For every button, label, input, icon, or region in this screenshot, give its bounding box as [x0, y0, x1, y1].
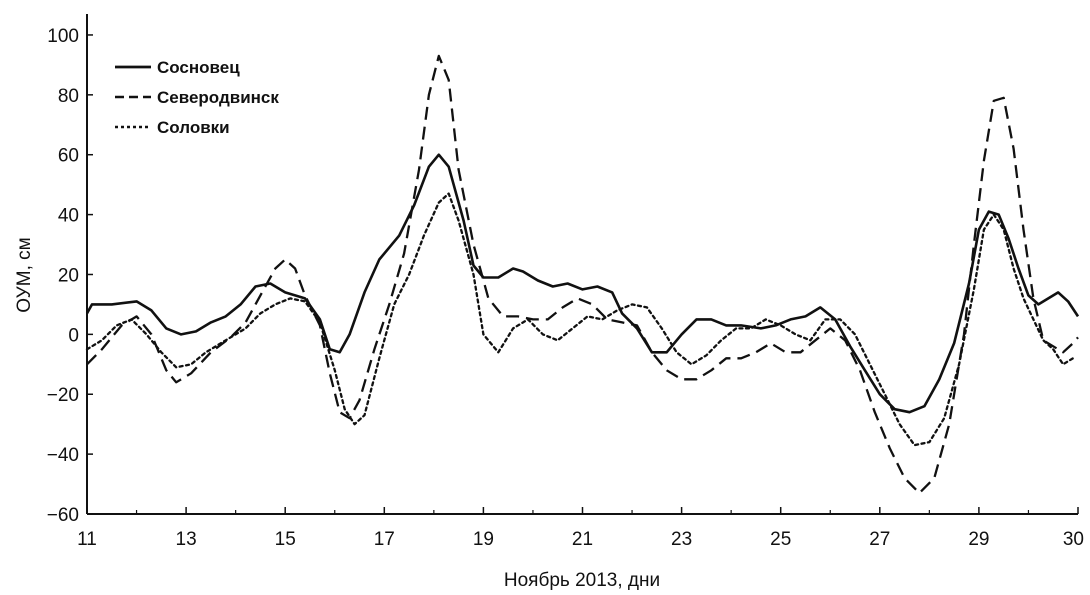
series-line-2 — [86, 54, 1079, 495]
legend-label-3: Соловки — [157, 118, 230, 137]
x-tick-label: 27 — [869, 529, 890, 550]
legend: Сосновец Северодвинск Соловки — [115, 58, 279, 137]
legend-label-2: Северодвинск — [157, 88, 279, 107]
series-line-1 — [85, 153, 1080, 414]
y-tick-label: −40 — [47, 445, 79, 466]
legend-label-1: Сосновец — [157, 58, 240, 77]
y-tick-label: 80 — [58, 86, 79, 107]
x-tick-label: 13 — [176, 529, 197, 550]
x-tick-label: 19 — [473, 529, 494, 550]
y-tick-label: 60 — [58, 146, 79, 167]
series-lines — [85, 54, 1080, 495]
x-tick-label: 11 — [77, 529, 97, 550]
y-tick-label: 100 — [47, 26, 79, 47]
y-tick-label: 20 — [58, 265, 79, 286]
x-tick-label: 29 — [968, 529, 989, 550]
x-tick-label: 23 — [671, 529, 692, 550]
y-tick-label: −60 — [47, 505, 79, 526]
x-tick-label: 21 — [572, 529, 593, 550]
x-tick-label: 17 — [374, 529, 395, 550]
y-tick-label: 40 — [58, 206, 79, 227]
axes: −60 −40 −20 0 20 40 60 80 100 11 13 15 17 19 21 23 25 27 2… — [47, 14, 1084, 550]
x-axis-label: Ноябрь 2013, дни — [504, 570, 660, 591]
x-tick-label: 15 — [275, 529, 296, 550]
x-tick-label: 30 — [1063, 529, 1084, 550]
y-tick-label: 0 — [68, 325, 79, 346]
x-tick-label: 25 — [770, 529, 791, 550]
y-axis-label: ОУМ, см — [14, 237, 35, 312]
series-line-3 — [85, 192, 1075, 447]
y-tick-label: −20 — [47, 385, 79, 406]
